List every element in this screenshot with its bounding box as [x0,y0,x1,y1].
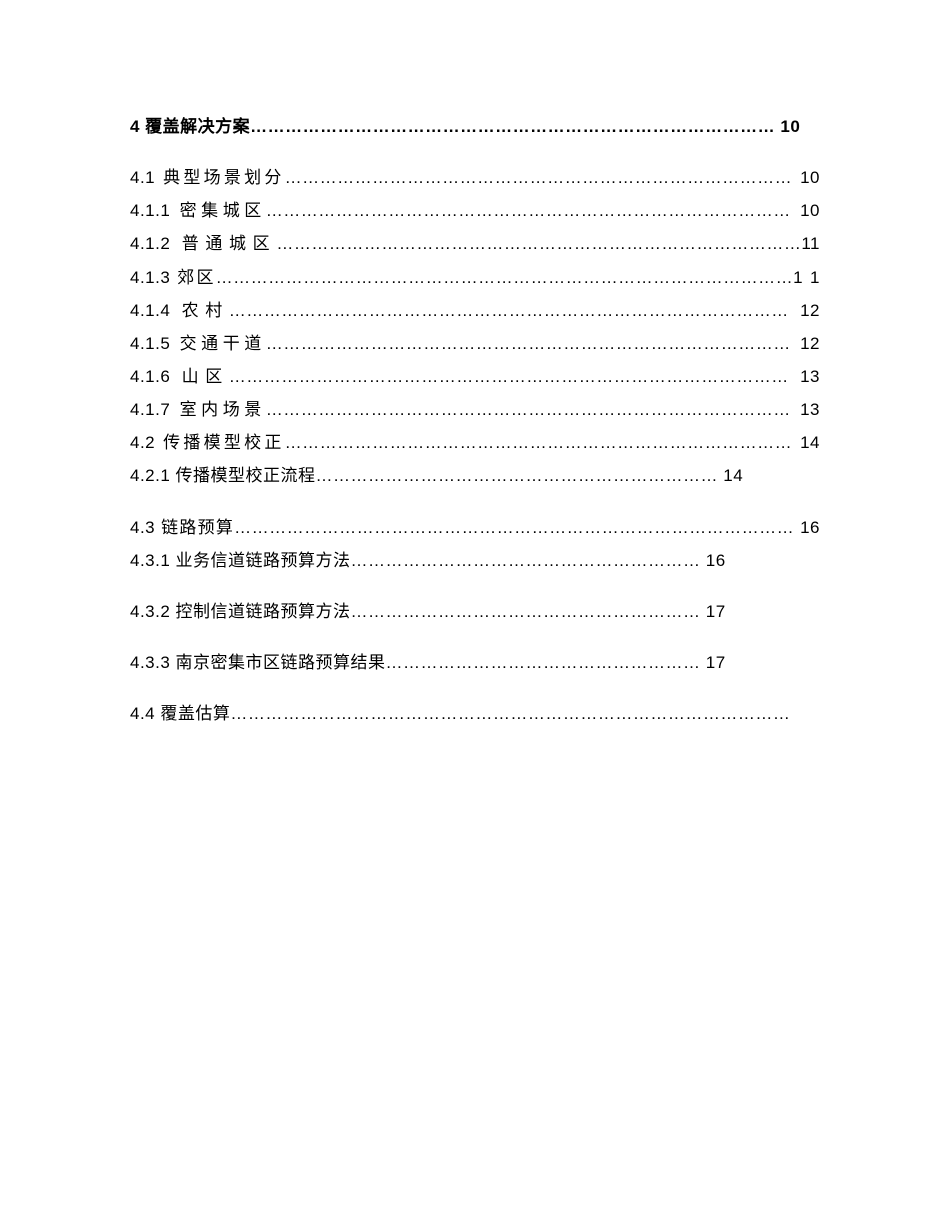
toc-content: 4 覆盖解决方案……………………………………………………………………………… 1… [130,110,820,730]
toc-section-4-3: 4.3 链路预算……………………………………………………………………………………… [130,511,820,577]
toc-section-4-1: 4.1 典型场景划分…………………………………………………………………………… … [130,161,820,492]
toc-section-4-3-2: 4.3.2 控制信道链路预算方法…………………………………………………… 17 [130,595,820,628]
toc-section-4-3-3: 4.3.3 南京密集市区链路预算结果……………………………………………… 17 [130,646,820,679]
toc-heading-4: 4 覆盖解决方案……………………………………………………………………………… 1… [130,110,820,143]
toc-section-4-4: 4.4 覆盖估算…………………………………………………………………………………… [130,697,820,730]
